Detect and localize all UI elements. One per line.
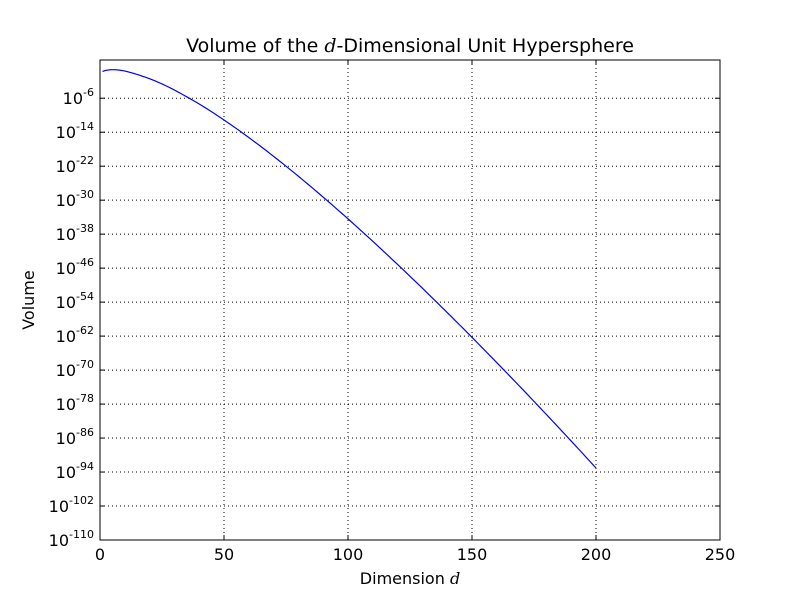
y-tick-label: 10-46 (56, 256, 94, 278)
y-tick-label: 10-62 (56, 324, 94, 346)
x-tick-label: 250 (705, 545, 736, 564)
y-axis-label: Volume (19, 270, 38, 330)
y-tick-label: 10-22 (56, 154, 94, 176)
y-tick-label: 10-30 (56, 188, 94, 210)
series-layer (102, 69, 597, 469)
y-tick-label: 10-110 (49, 528, 94, 550)
y-tick-label: 10-94 (56, 460, 94, 482)
y-tick-label: 10-14 (56, 120, 94, 142)
x-tick-label: 150 (457, 545, 488, 564)
y-tick-label: 10-70 (56, 358, 94, 380)
y-tick-label: 10-6 (63, 86, 94, 108)
x-tick-label: 50 (214, 545, 234, 564)
y-tick-label: 10-78 (56, 392, 94, 414)
x-tick-label: 0 (95, 545, 105, 564)
x-axis-label: Dimension d (360, 569, 460, 588)
chart-title: Volume of the d-Dimensional Unit Hypersp… (186, 35, 634, 57)
grid (100, 60, 720, 540)
x-tick-labels: 0 50 100 150 200 250 (95, 545, 735, 564)
y-tick-label: 10-38 (56, 222, 94, 244)
y-tick-labels: 10-6 10-14 10-22 10-30 10-38 10-46 10-54 10-62 1… (49, 86, 94, 550)
plot-frame (99, 59, 721, 541)
y-tick-label: 10-54 (56, 290, 94, 312)
x-tick-label: 100 (333, 545, 364, 564)
y-tick-label: 10-86 (56, 426, 94, 448)
y-tick-label: 10-102 (49, 494, 94, 516)
ticks (99, 60, 721, 541)
series-line (102, 69, 597, 469)
x-tick-label: 200 (581, 545, 612, 564)
